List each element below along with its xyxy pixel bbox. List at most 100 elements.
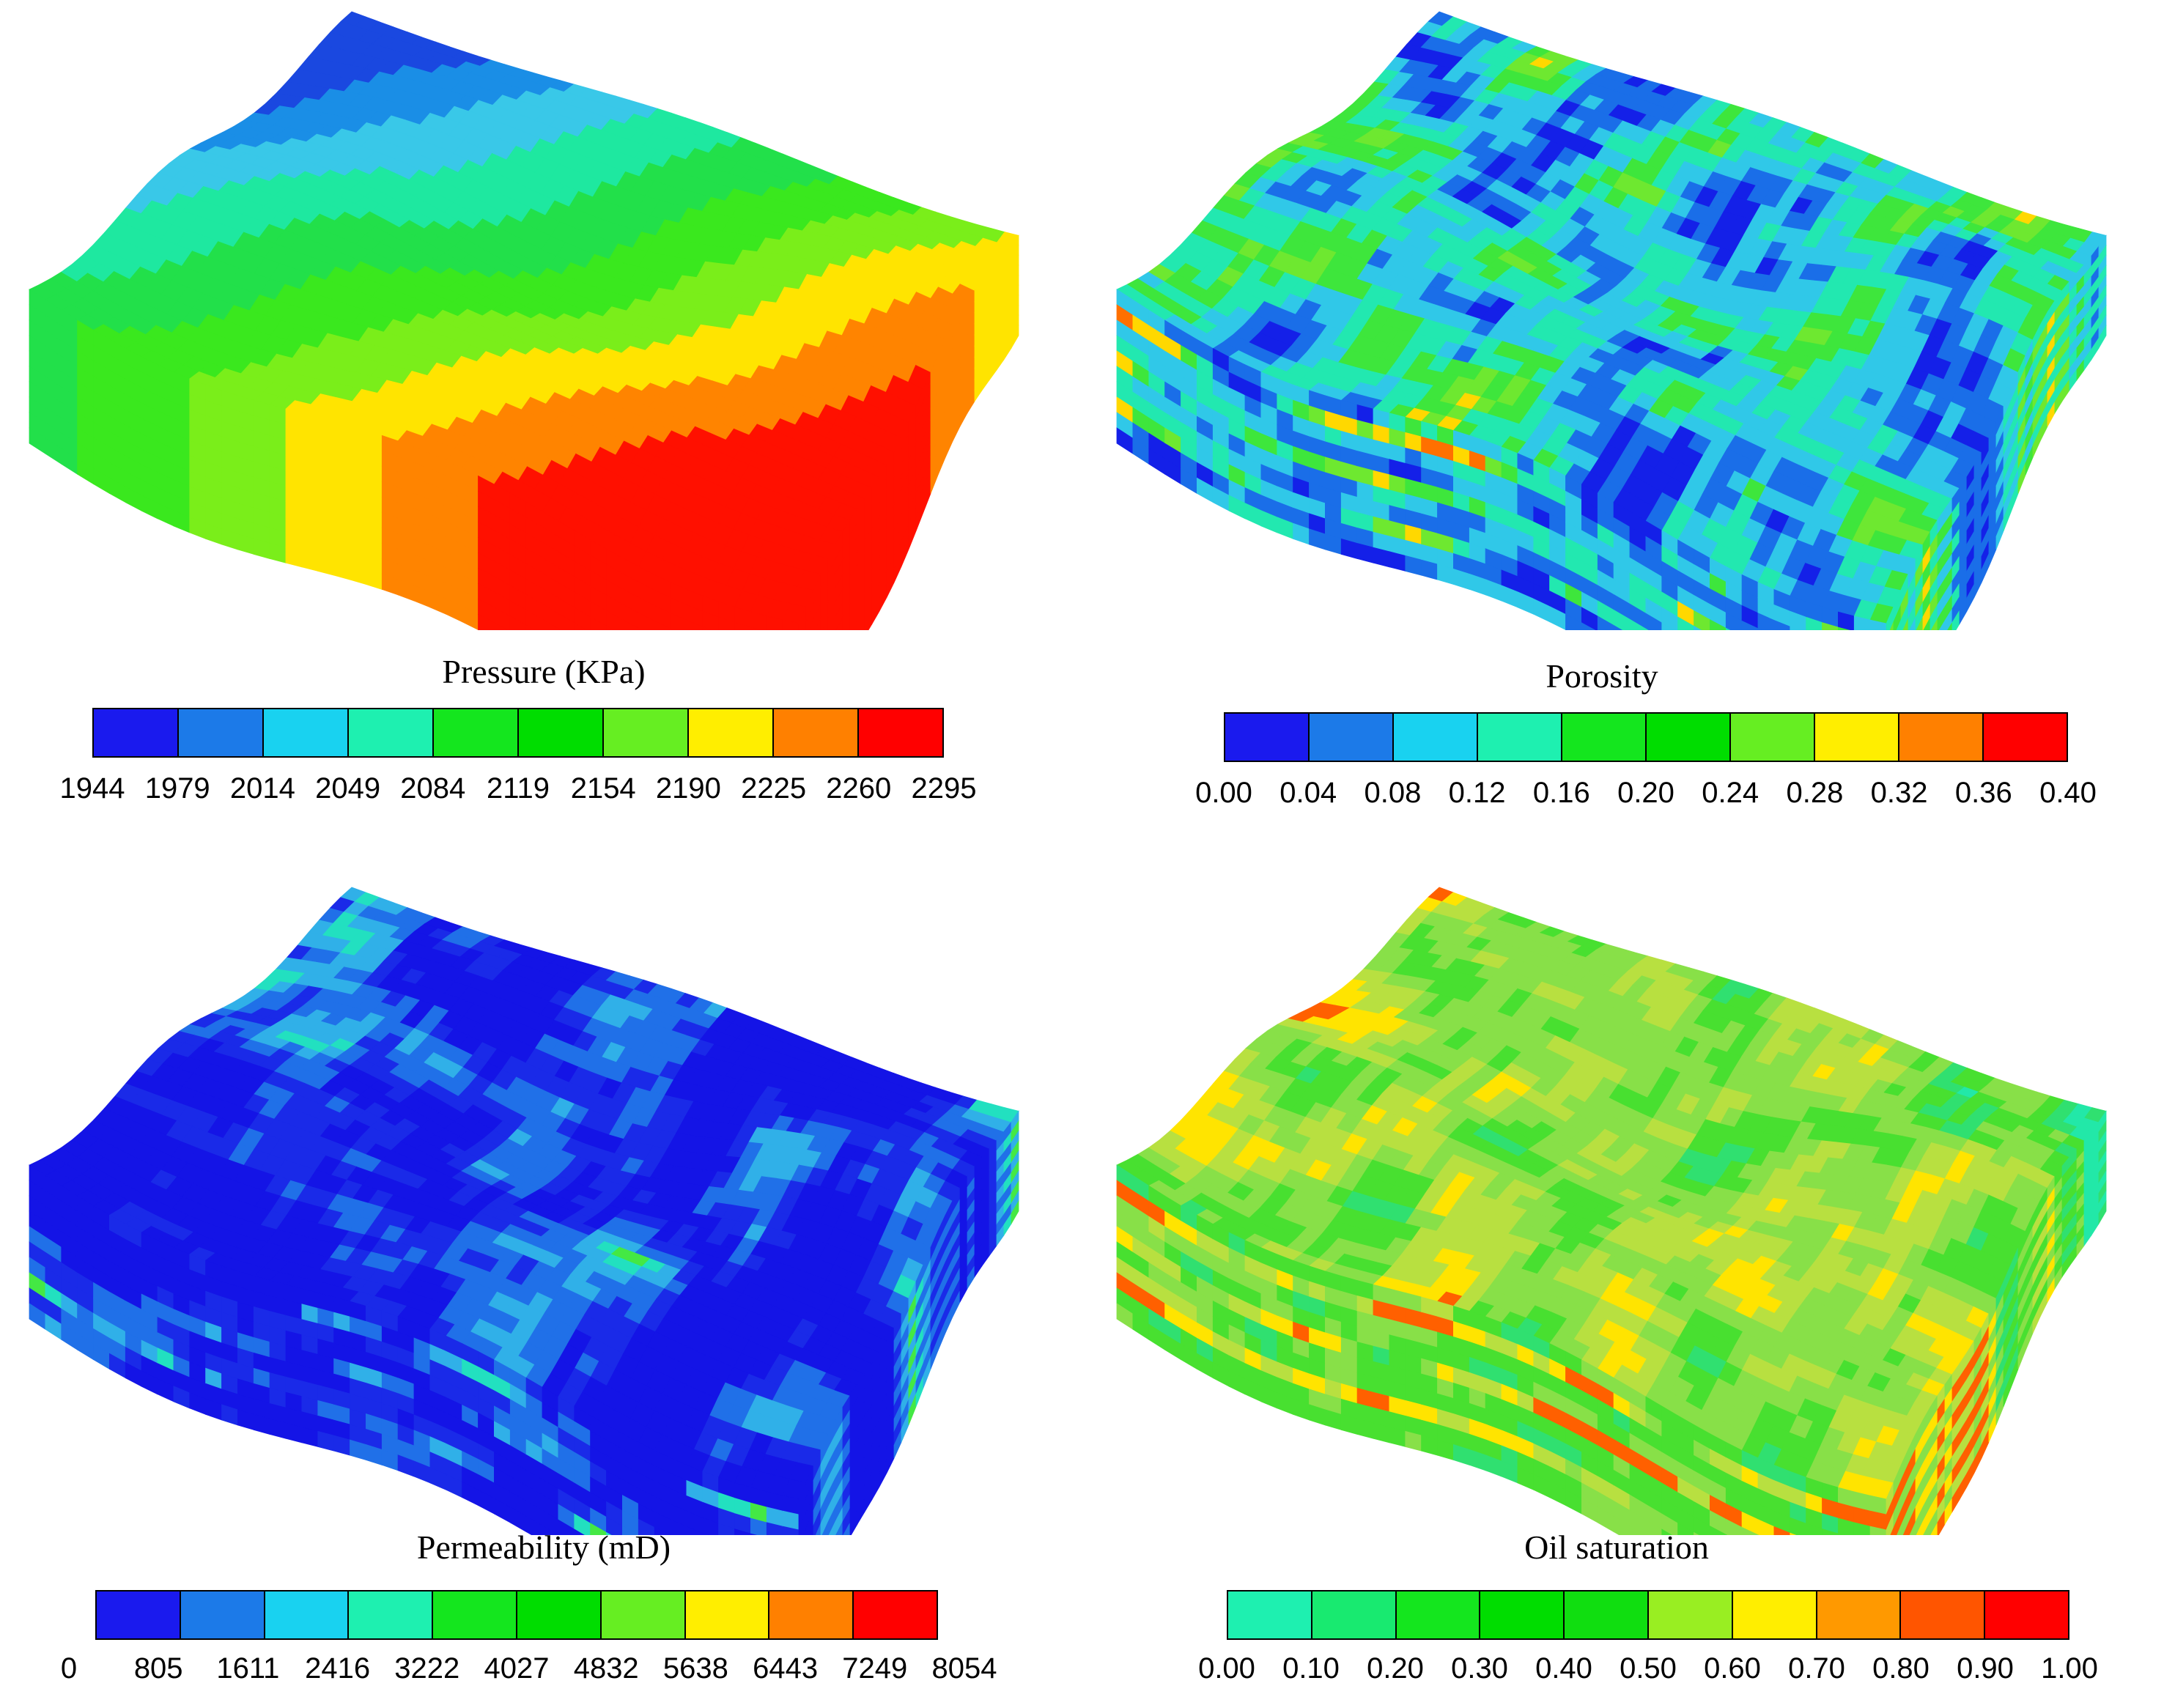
colorbar-tick-label: 7249 (842, 1652, 908, 1685)
colorbar-swatch (604, 709, 689, 756)
porosity-colorbar-ticks: 0.00 0.04 0.08 0.12 0.16 0.20 0.24 0.28 0.32 0.36… (1195, 777, 2097, 813)
colorbar-swatch (1731, 714, 1815, 761)
colorbar-swatch (1817, 1591, 1902, 1638)
permeability-panel: Permeability (mD) 0 805 1611 2416 3222 4027 48… (0, 854, 1088, 1707)
porosity-colorbar (1224, 712, 2068, 762)
colorbar-tick-label: 0.90 (1957, 1652, 2014, 1685)
permeability-colorbar (95, 1590, 938, 1640)
colorbar-tick-label: 1611 (216, 1652, 280, 1685)
permeability-colorbar-title: Permeability (mD) (416, 1528, 671, 1566)
oil-saturation-panel: Oil saturation 0.00 0.10 0.20 0.30 0.40 0.50 0… (1088, 854, 2175, 1707)
porosity-colorbar-title: Porosity (1546, 657, 1658, 695)
colorbar-swatch (264, 709, 349, 756)
colorbar-tick-label: 2154 (570, 772, 636, 805)
colorbar-swatch (1394, 714, 1478, 761)
oil-saturation-colorbar-ticks: 0.00 0.10 0.20 0.30 0.40 0.50 0.60 0.70 0.80 0.90… (1198, 1652, 2098, 1689)
colorbar-tick-label: 2014 (229, 772, 295, 805)
colorbar-swatch (689, 709, 774, 756)
model-side-face (798, 1110, 1019, 1535)
colorbar-tick-label: 0.08 (1364, 777, 1422, 809)
colorbar-swatch (265, 1591, 350, 1638)
colorbar-swatch (1899, 714, 1984, 761)
model-top-surface (29, 11, 1019, 624)
oil-saturation-colorbar (1227, 1590, 2069, 1640)
colorbar-tick-label: 2084 (400, 772, 466, 805)
colorbar-swatch (349, 1591, 434, 1638)
permeability-reservoir-model (29, 887, 1019, 1535)
colorbar-swatch (1648, 1591, 1733, 1638)
model-side-face (1886, 234, 2107, 630)
colorbar-swatch (180, 1591, 265, 1638)
model-front-face (29, 289, 800, 630)
colorbar-swatch (1562, 714, 1647, 761)
colorbar-tick-label: 8054 (931, 1652, 997, 1685)
colorbar-swatch (1228, 1591, 1312, 1638)
colorbar-swatch (434, 709, 519, 756)
colorbar-tick-label: 2119 (486, 772, 550, 805)
model-top-surface (1116, 887, 2107, 1500)
colorbar-tick-label: 6443 (753, 1652, 819, 1685)
pressure-reservoir-model (29, 11, 1019, 630)
colorbar-tick-label: 2049 (315, 772, 381, 805)
colorbar-tick-label: 2225 (741, 772, 807, 805)
oil-saturation-colorbar-title: Oil saturation (1524, 1528, 1709, 1566)
porosity-reservoir-model (1116, 11, 2107, 630)
colorbar-tick-label: 0.24 (1702, 777, 1759, 809)
colorbar-swatch (859, 709, 942, 756)
colorbar-tick-label: 2190 (655, 772, 721, 805)
colorbar-swatch (1901, 1591, 1986, 1638)
colorbar-tick-label: 4832 (573, 1652, 639, 1685)
model-top-surface (1116, 11, 2107, 624)
colorbar-tick-label: 5638 (662, 1652, 728, 1685)
colorbar-tick-label: 2260 (826, 772, 892, 805)
colorbar-tick-label: 0.40 (1535, 1652, 1592, 1685)
colorbar-swatch (1985, 1591, 2068, 1638)
colorbar-tick-label: 0.70 (1788, 1652, 1845, 1685)
model-side-face (798, 234, 1019, 630)
colorbar-tick-label: 0.36 (1954, 777, 2012, 809)
colorbar-swatch (1478, 714, 1562, 761)
colorbar-tick-label: 0.30 (1451, 1652, 1508, 1685)
pressure-panel: Pressure (KPa) 1944 1979 2014 2049 2084 2119 2… (0, 0, 1088, 854)
colorbar-tick-label: 0.20 (1617, 777, 1674, 809)
colorbar-swatch (517, 1591, 602, 1638)
colorbar-tick-label: 1944 (59, 772, 125, 805)
colorbar-swatch (1732, 1591, 1817, 1638)
colorbar-swatch (1480, 1591, 1565, 1638)
colorbar-swatch (1815, 714, 1899, 761)
colorbar-tick-label: 3222 (394, 1652, 460, 1685)
colorbar-tick-label: 0.10 (1282, 1652, 1340, 1685)
colorbar-tick-label: 0.04 (1279, 777, 1337, 809)
colorbar-swatch (1312, 1591, 1397, 1638)
colorbar-swatch (1225, 714, 1310, 761)
colorbar-swatch (1647, 714, 1731, 761)
colorbar-tick-label: 0.40 (2039, 777, 2097, 809)
permeability-colorbar-ticks: 0 805 1611 2416 3222 4027 4832 5638 6443 7249 8054 (61, 1652, 997, 1689)
model-front-face (29, 1164, 800, 1535)
colorbar-tick-label: 0.12 (1448, 777, 1506, 809)
model-side-face (1886, 1110, 2107, 1535)
colorbar-swatch (1984, 714, 2067, 761)
colorbar-swatch (854, 1591, 937, 1638)
colorbar-swatch (774, 709, 859, 756)
colorbar-swatch (1396, 1591, 1481, 1638)
colorbar-tick-label: 0 (60, 1652, 78, 1685)
colorbar-tick-label: 2416 (305, 1652, 371, 1685)
colorbar-tick-label: 805 (133, 1652, 183, 1685)
pressure-colorbar-title: Pressure (KPa) (442, 653, 646, 690)
colorbar-tick-label: 0.16 (1532, 777, 1590, 809)
colorbar-tick-label: 0.60 (1704, 1652, 1761, 1685)
colorbar-swatch (179, 709, 264, 756)
model-front-face (1116, 1164, 1887, 1535)
colorbar-tick-label: 1979 (144, 772, 210, 805)
pressure-colorbar-ticks: 1944 1979 2014 2049 2084 2119 2154 2190 2225 2260… (60, 772, 977, 809)
colorbar-tick-label: 0.50 (1620, 1652, 1677, 1685)
colorbar-tick-label: 0.00 (1198, 1652, 1255, 1685)
porosity-panel: Porosity 0.00 0.04 0.08 0.12 0.16 0.20 0.24 0.2… (1088, 0, 2175, 854)
pressure-colorbar (92, 708, 944, 758)
colorbar-tick-label: 0.20 (1367, 1652, 1424, 1685)
colorbar-tick-label: 1.00 (2041, 1652, 2098, 1685)
colorbar-swatch (94, 709, 179, 756)
colorbar-tick-label: 2295 (911, 772, 977, 805)
colorbar-swatch (433, 1591, 517, 1638)
